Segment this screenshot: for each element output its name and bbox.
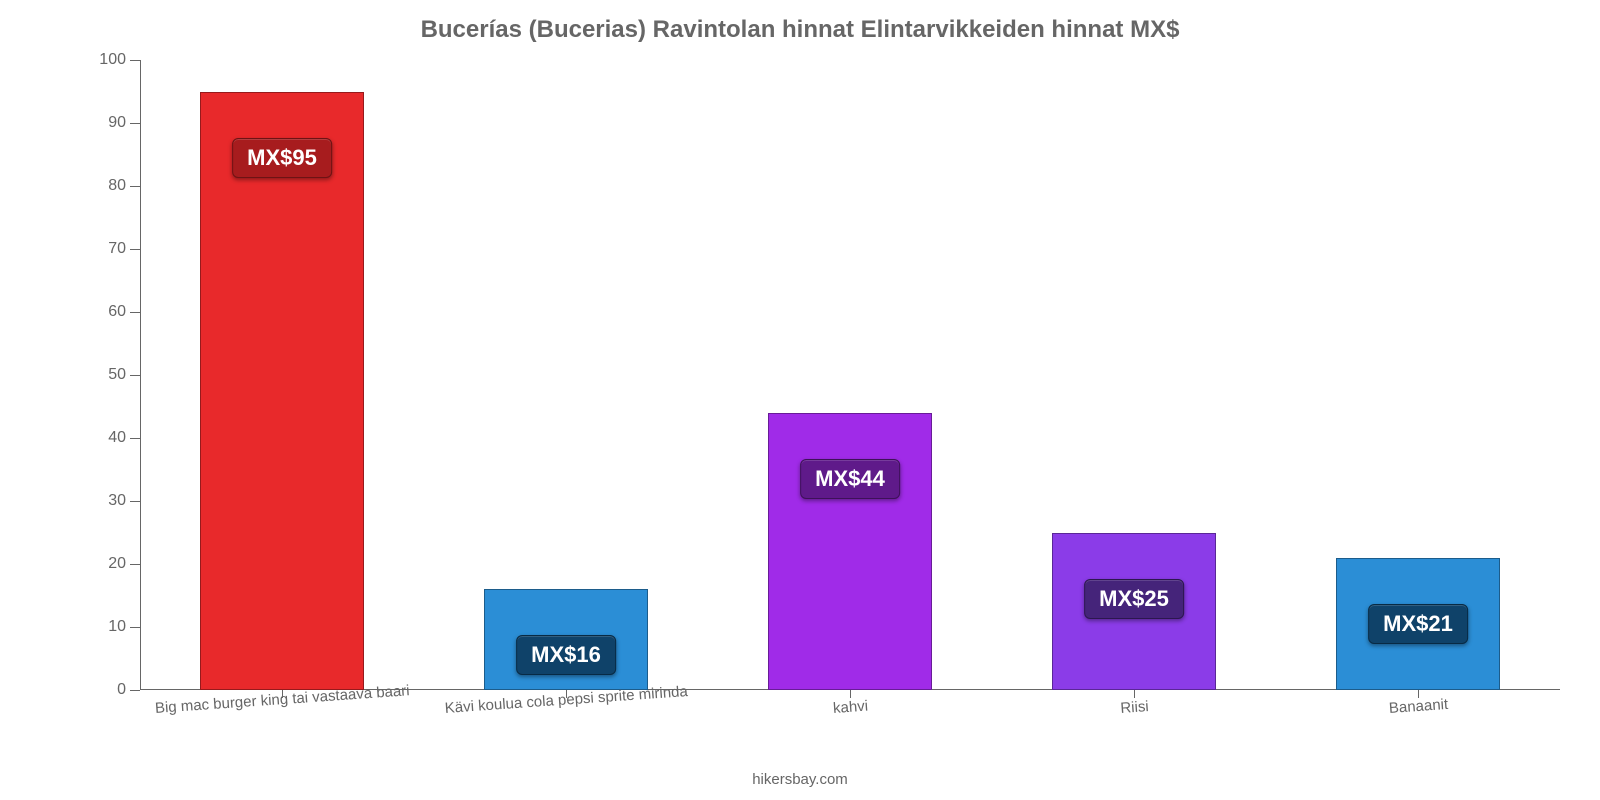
y-tick-label: 90 bbox=[108, 114, 140, 132]
bar bbox=[200, 92, 365, 691]
y-tick-label: 60 bbox=[108, 303, 140, 321]
y-tick-label: 50 bbox=[108, 366, 140, 384]
bar bbox=[768, 413, 933, 690]
x-tick-label: kahvi bbox=[832, 698, 868, 717]
chart-title: Bucerías (Bucerias) Ravintolan hinnat El… bbox=[0, 16, 1600, 44]
x-tick-label: Riisi bbox=[1120, 698, 1149, 717]
x-tick bbox=[1418, 690, 1419, 698]
y-tick-label: 100 bbox=[99, 51, 140, 69]
x-tick bbox=[1134, 690, 1135, 698]
y-tick-label: 40 bbox=[108, 429, 140, 447]
plot-area: 0102030405060708090100MX$95Big mac burge… bbox=[140, 60, 1560, 690]
y-tick-label: 80 bbox=[108, 177, 140, 195]
x-tick-label: Banaanit bbox=[1388, 696, 1448, 717]
y-tick-label: 10 bbox=[108, 618, 140, 636]
y-tick-label: 70 bbox=[108, 240, 140, 258]
y-tick-label: 30 bbox=[108, 492, 140, 510]
value-badge: MX$25 bbox=[1084, 579, 1184, 619]
value-badge: MX$16 bbox=[516, 635, 616, 675]
value-badge: MX$44 bbox=[800, 459, 900, 499]
y-axis-line bbox=[140, 60, 141, 690]
y-tick-label: 20 bbox=[108, 555, 140, 573]
price-bar-chart: Bucerías (Bucerias) Ravintolan hinnat El… bbox=[0, 0, 1600, 800]
value-badge: MX$21 bbox=[1368, 604, 1468, 644]
x-tick bbox=[850, 690, 851, 698]
value-badge: MX$95 bbox=[232, 138, 332, 178]
y-tick-label: 0 bbox=[117, 681, 140, 699]
chart-footer: hikersbay.com bbox=[0, 771, 1600, 788]
